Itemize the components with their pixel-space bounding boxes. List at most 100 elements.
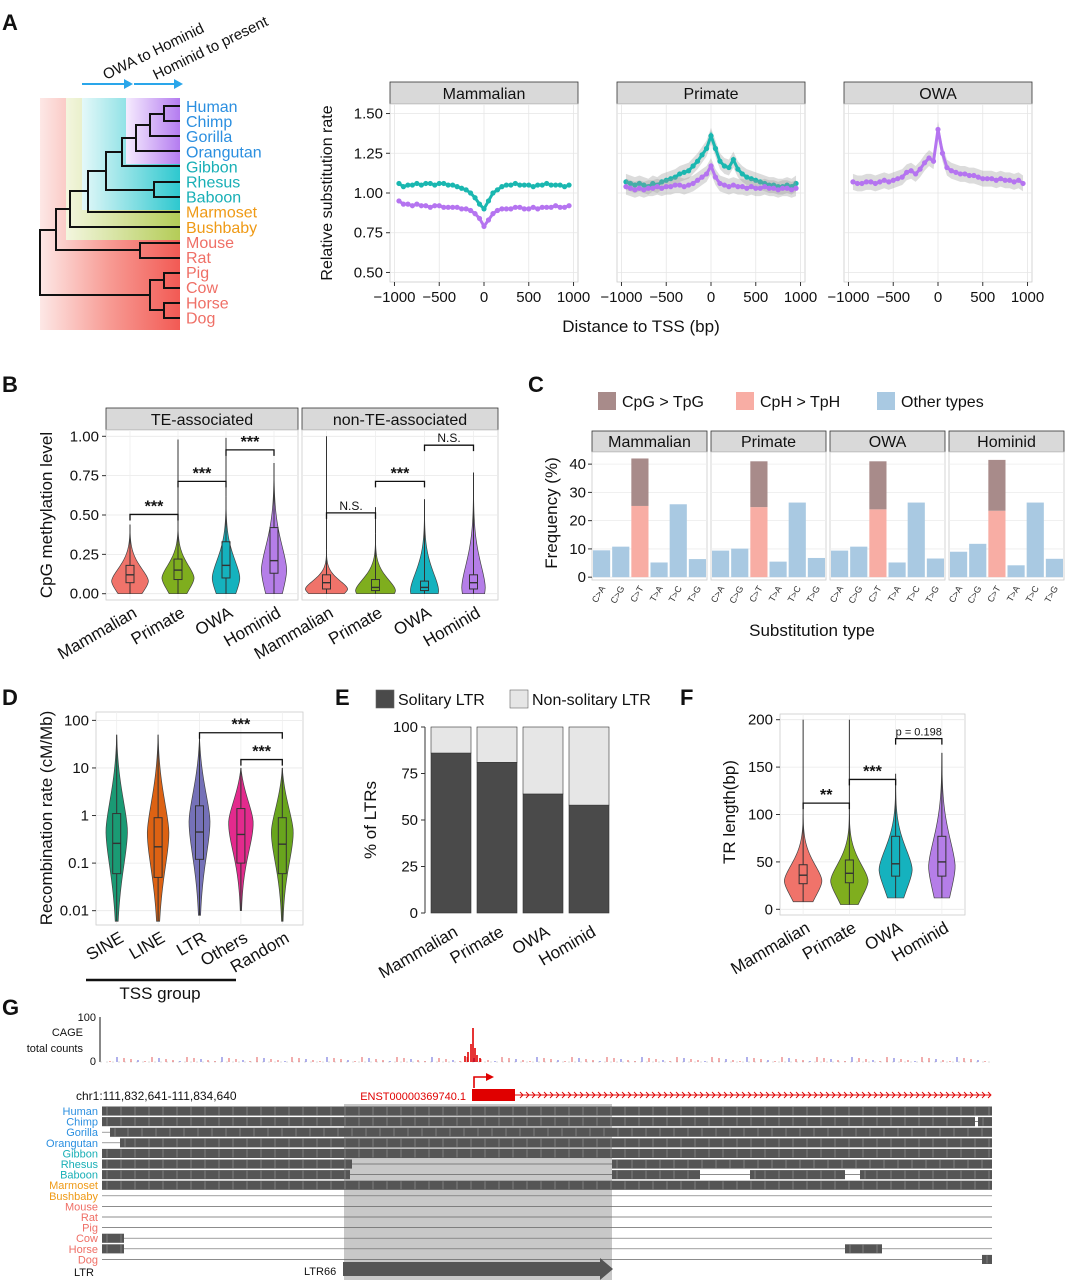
data-point [971,172,977,179]
track-label-mouse: Mouse [65,1201,98,1213]
data-point [784,185,790,191]
strand-chevron [951,1091,956,1099]
category-label: T>G [686,584,704,604]
y-tick-label: 20 [569,513,586,530]
bar-ct-cpg [869,461,887,510]
category-label: LINE [126,928,168,963]
cage-signal [109,1028,986,1062]
data-point [526,206,532,212]
data-point [445,182,451,188]
track-label-rhesus: Rhesus [61,1159,99,1171]
y-tick-label: 0.01 [60,903,89,920]
data-point [432,203,438,209]
data-point [535,182,541,188]
legend-label: CpG > TpG [622,394,704,411]
data-point [463,206,469,212]
data-point [530,184,536,190]
y-tick-label: 100 [64,712,89,729]
data-point [544,204,550,210]
y-tick-label: 0.1 [68,855,89,872]
data-point [681,184,687,190]
data-point [405,182,411,188]
category-label: T>A [886,584,903,604]
bar-T>A [650,562,668,578]
panel-letter-a: A [2,10,18,35]
data-point [1015,177,1022,183]
bar-ct-cpg [988,459,1006,511]
category-label: C>G [727,584,745,605]
data-point [703,171,710,177]
data-point [450,204,456,210]
boxplot-box [937,835,947,877]
strand-chevron [981,1091,986,1099]
x-tick-label: −500 [876,289,910,306]
category-label: SINE [83,928,127,964]
strand-chevron [831,1091,836,1099]
strand-chevron [801,1091,806,1099]
x-tick-label: 0 [934,289,942,306]
alignment-block [750,1170,845,1180]
data-point [877,179,883,185]
cage-label-line2: total counts [27,1043,84,1055]
bar-nonsolitary-ltr [522,726,564,795]
y-tick-label: 50 [401,812,418,829]
data-point [926,155,932,161]
bar-C>A [712,550,730,578]
data-point [726,164,732,171]
y-axis-title: % of LTRs [361,781,380,859]
data-point [508,182,514,188]
bar-ct-cph [869,509,887,578]
data-point [930,158,937,164]
category-label: Primate [799,918,859,964]
data-point [890,177,896,183]
transcript-label: ENST00000369740.1 [360,1091,466,1103]
significance-label: ** [820,787,833,804]
category-label: T>A [767,584,784,604]
boxplot-box [844,859,854,884]
species-label-gibbon: Gibbon [186,159,238,176]
data-point [904,169,910,175]
significance-label: *** [863,763,882,780]
data-point [566,203,572,209]
data-point [966,172,972,179]
data-point [699,152,705,158]
data-point [908,168,914,174]
boxplot-box [236,808,246,864]
violin-sine [105,734,128,922]
species-label-pig: Pig [186,265,209,282]
data-point [721,182,728,188]
alignment-block [102,1233,124,1243]
data-point [396,198,402,204]
significance-bracket [225,449,275,456]
strand-chevron [873,1091,878,1099]
species-label-gorilla: Gorilla [186,129,232,146]
tss-arrowhead [486,1073,494,1081]
boxplot-box [153,817,163,878]
strand-chevron [543,1091,548,1099]
data-point [917,166,923,172]
alignment-block [102,1244,124,1254]
strand-chevron [705,1091,710,1099]
strand-chevron [639,1091,644,1099]
data-point [476,201,483,207]
boxplot-box [322,574,331,590]
category-label: C>A [947,584,965,604]
data-point [948,168,955,174]
category-label: Primate [447,922,507,968]
tree-branches [39,105,180,319]
facet-title: Primate [683,86,738,103]
boxplot-box [891,835,901,877]
y-tick-label: 10 [569,541,586,558]
data-point [436,203,442,209]
bar-T>G [926,558,944,578]
data-point [694,158,701,164]
track-label-baboon: Baboon [60,1170,98,1182]
data-point [561,204,568,210]
bar-T>A [888,562,906,578]
data-point [627,180,634,187]
legend-label: Non-solitary LTR [532,692,651,709]
track-label-bushbaby: Bushbaby [49,1191,98,1203]
data-point [539,182,545,188]
plot-area [829,451,946,581]
data-point [863,179,869,185]
